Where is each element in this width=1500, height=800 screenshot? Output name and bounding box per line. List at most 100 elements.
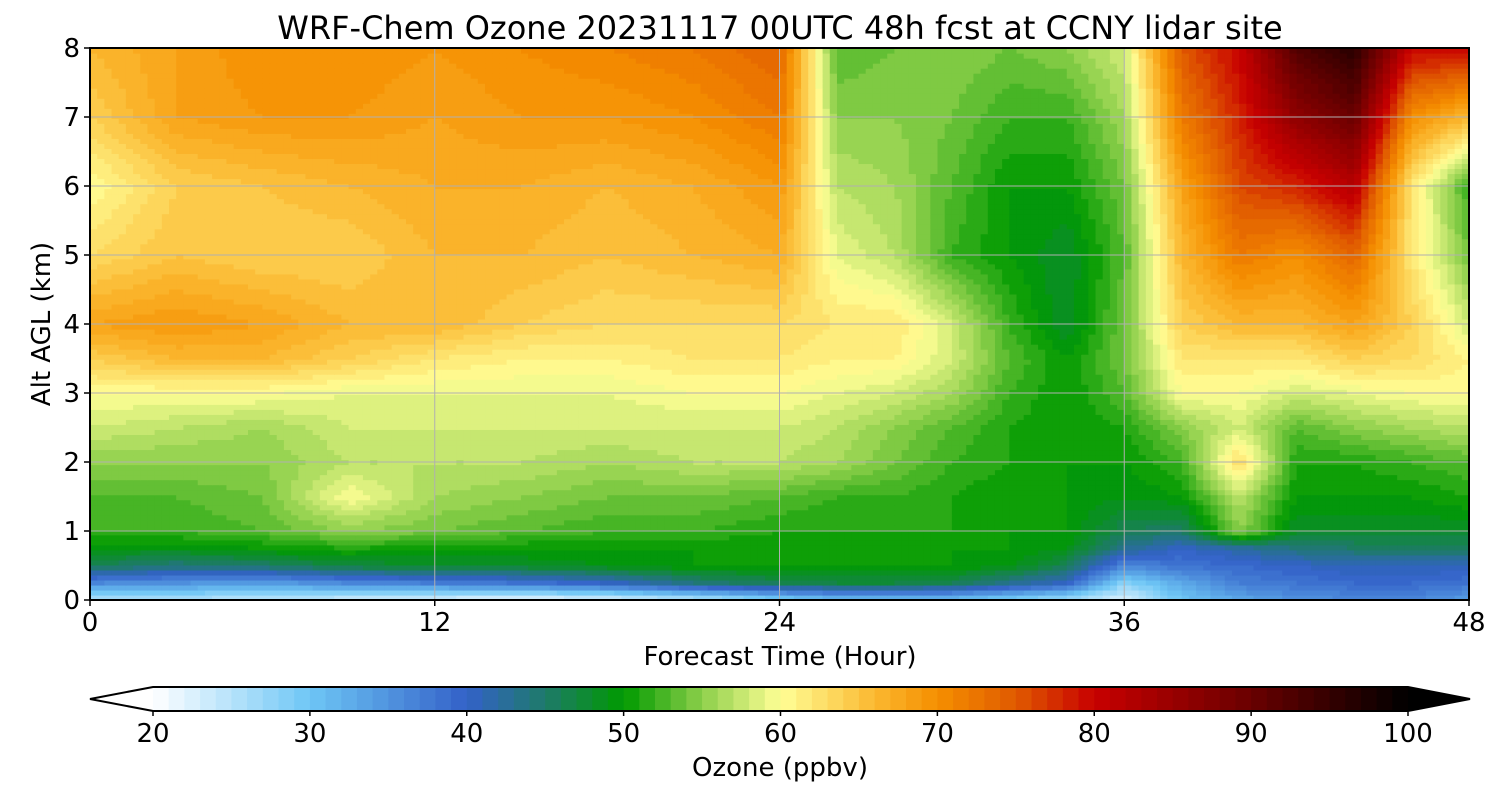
field-cell [786,554,795,561]
field-cell [643,484,651,491]
field-cell [1275,539,1283,546]
field-cell [1260,519,1269,526]
field-cell [944,579,953,586]
field-cell [599,574,608,581]
field-cell [1181,529,1190,536]
field-cell [470,524,479,531]
field-cell [97,574,105,581]
field-cell [391,499,400,506]
field-cell [370,564,378,571]
field-cell [262,499,271,506]
field-cell [528,529,536,536]
field-cell [887,494,896,501]
field-cell [901,484,910,491]
field-cell [657,534,666,541]
field-cell [908,509,917,516]
field-cell [880,594,888,600]
field-cell [305,579,314,586]
field-cell [829,494,838,501]
field-cell [815,549,824,556]
field-cell [1354,589,1362,596]
field-cell [1188,534,1197,541]
field-cell [765,509,773,516]
field-cell [398,594,407,600]
field-cell [621,534,630,541]
field-cell [1174,589,1183,596]
field-cell [801,534,809,541]
field-cell [334,559,342,566]
field-cell [1318,529,1326,536]
field-cell [1246,534,1255,541]
field-cell [219,489,228,496]
field-cell [1275,594,1283,600]
field-cell [1267,529,1276,536]
field-cell [161,479,170,486]
field-cell [312,579,321,586]
field-cell [1389,474,1398,481]
field-cell [592,529,601,536]
field-cell [240,494,249,501]
field-cell [556,554,565,561]
field-cell [1389,574,1398,581]
field-cell [973,479,982,486]
field-cell [319,509,328,516]
field-cell [750,529,759,536]
field-cell [169,469,177,476]
field-cell [1339,489,1348,496]
field-cell [327,544,335,551]
field-cell [463,594,472,600]
field-cell [743,574,752,581]
field-cell [1239,479,1247,486]
field-cell [1196,569,1204,576]
field-cell [549,534,558,541]
field-cell [614,469,623,476]
field-cell [499,484,508,491]
field-cell [700,524,709,531]
field-cell [513,509,522,516]
field-cell [1052,519,1061,526]
field-cell [154,584,163,591]
field-cell [614,589,623,596]
field-cell [822,594,831,600]
field-cell [1404,554,1413,561]
field-cell [1167,584,1176,591]
field-cell [987,479,996,486]
field-cell [212,574,220,581]
field-cell [1368,509,1377,516]
field-cell [1203,499,1212,506]
field-cell [1145,584,1154,591]
field-cell [1059,494,1068,501]
field-cell [880,474,888,481]
field-cell [463,569,472,576]
field-cell [880,584,888,591]
field-cell [915,509,924,516]
field-cell [1030,474,1039,481]
field-cell [592,569,601,576]
field-cell [643,514,651,521]
field-cell [406,544,414,551]
field-cell [513,489,522,496]
field-cell [858,504,867,511]
field-cell [915,594,924,600]
field-cell [1224,469,1233,476]
field-cell [1260,584,1269,591]
field-cell [1188,539,1197,546]
field-cell [499,559,508,566]
field-cell [1404,484,1413,491]
field-cell [1425,549,1434,556]
field-cell [111,594,120,600]
field-cell [836,524,845,531]
field-cell [528,499,536,506]
field-cell [994,514,1003,521]
field-cell [240,554,249,561]
field-cell [671,514,680,521]
field-cell [248,499,256,506]
field-cell [908,484,917,491]
field-cell [1404,589,1413,596]
field-cell [262,504,271,511]
field-cell [599,479,608,486]
field-cell [1002,544,1010,551]
field-cell [341,479,350,486]
field-cell [564,549,572,556]
field-cell [441,479,450,486]
